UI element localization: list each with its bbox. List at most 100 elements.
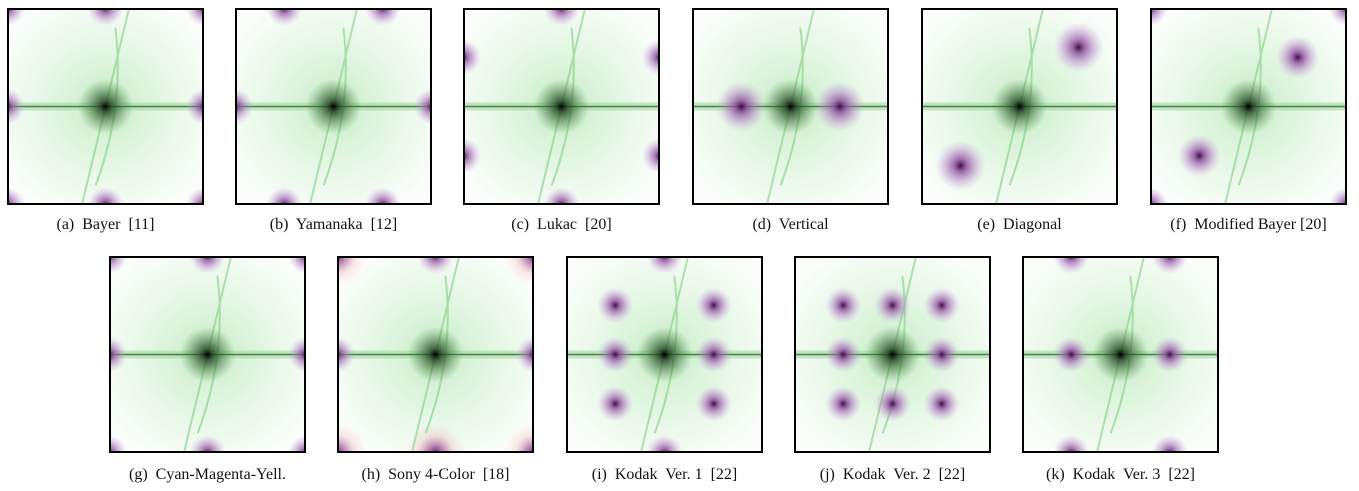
blob	[642, 137, 660, 174]
blob	[1177, 134, 1221, 178]
blob	[695, 287, 732, 324]
frame	[1022, 256, 1219, 453]
blob	[874, 287, 911, 324]
caption: (i) Kodak Ver. 1 [22]	[591, 466, 738, 483]
blob	[923, 287, 960, 324]
blob	[516, 435, 534, 453]
center-peak	[991, 78, 1048, 135]
blob	[189, 256, 226, 274]
spectrum-image	[7, 8, 204, 205]
frame	[794, 256, 991, 453]
blob	[288, 256, 306, 274]
blob	[1329, 187, 1347, 205]
frame	[566, 256, 763, 453]
blob	[597, 336, 634, 373]
caption: (j) Kodak Ver. 2 [22]	[819, 466, 966, 483]
blob	[87, 8, 124, 26]
blob	[364, 8, 401, 26]
blob	[516, 336, 534, 373]
blob	[288, 435, 306, 453]
blob	[87, 187, 124, 205]
blob	[1053, 336, 1090, 373]
spectrum-image	[337, 256, 534, 453]
blob	[109, 256, 127, 274]
caption: (h) Sony 4-Color [18]	[361, 466, 510, 483]
blob	[543, 187, 580, 205]
spectrum-image	[566, 256, 763, 453]
caption: (a) Bayer [11]	[56, 216, 155, 233]
spectrum-image	[235, 8, 432, 205]
center-peak	[77, 78, 134, 135]
blob	[463, 39, 481, 76]
center-peak	[533, 78, 590, 135]
blob	[1150, 187, 1168, 205]
spectrum-image	[463, 8, 660, 205]
caption: (b) Yamanaka [12]	[269, 216, 398, 233]
blob	[7, 88, 25, 125]
blob	[463, 137, 481, 174]
caption: (e) Diagonal	[977, 216, 1062, 233]
caption: (f) Modified Bayer [20]	[1170, 216, 1327, 233]
blob	[923, 336, 960, 373]
blob	[1053, 435, 1090, 453]
blob	[814, 81, 865, 132]
blob	[186, 187, 204, 205]
spectrum-image	[1150, 8, 1347, 205]
frame	[921, 8, 1118, 205]
blob	[417, 435, 454, 453]
blob	[337, 336, 355, 373]
blob	[825, 287, 862, 324]
blob	[288, 336, 306, 373]
blob	[337, 435, 355, 453]
blob	[186, 88, 204, 125]
blob	[266, 187, 303, 205]
spectrum-image	[921, 8, 1118, 205]
caption: (g) Cyan-Magenta-Yell.	[128, 466, 286, 483]
frame	[109, 256, 306, 453]
blob	[597, 385, 634, 422]
blob	[825, 385, 862, 422]
blob	[1329, 8, 1347, 26]
center-peak	[305, 78, 362, 135]
frame	[337, 256, 534, 453]
caption: (d) Vertical	[752, 216, 829, 233]
caption: (k) Kodak Ver. 3 [22]	[1045, 466, 1195, 483]
blob	[1053, 256, 1090, 274]
center-peak	[179, 326, 236, 383]
blob	[646, 435, 683, 453]
blob	[7, 187, 25, 205]
center-peak	[407, 326, 464, 383]
blob	[825, 336, 862, 373]
frame	[235, 8, 432, 205]
blob	[235, 88, 253, 125]
frame	[692, 8, 889, 205]
blob	[109, 336, 127, 373]
center-peak	[864, 326, 921, 383]
blob	[7, 8, 25, 26]
spectrum-image	[794, 256, 991, 453]
frame	[463, 8, 660, 205]
blob	[695, 336, 732, 373]
blob	[266, 8, 303, 26]
blob	[543, 8, 580, 26]
blob	[417, 256, 454, 274]
blob	[189, 435, 226, 453]
spectrum-image	[1022, 256, 1219, 453]
frame	[7, 8, 204, 205]
blob	[414, 88, 432, 125]
caption: (c) Lukac [20]	[511, 216, 612, 233]
spectrum-image	[109, 256, 306, 453]
blob	[186, 8, 204, 26]
blob	[642, 39, 660, 76]
blob	[597, 287, 634, 324]
spectrum-image	[692, 8, 889, 205]
blob	[874, 385, 911, 422]
frame	[1150, 8, 1347, 205]
blob	[646, 256, 683, 274]
blob	[1151, 435, 1188, 453]
blob	[1151, 336, 1188, 373]
blob	[1053, 22, 1104, 73]
blob	[923, 385, 960, 422]
blob	[109, 435, 127, 453]
